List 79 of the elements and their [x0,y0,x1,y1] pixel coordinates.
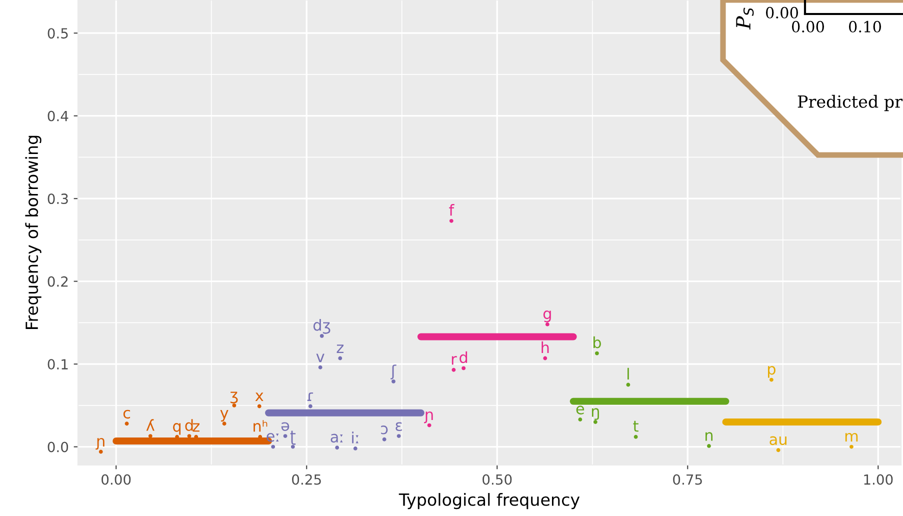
data-label: v [316,354,324,362]
data-label: ʎ [146,419,154,431]
point [257,404,262,408]
data-label: z [336,344,344,354]
y-tick-label: 0.0 [48,442,68,452]
data-label: ɛ [396,422,402,431]
data-label: d [185,419,193,431]
data-label: aː [330,434,343,443]
data-label: ɾ [307,392,314,401]
point [634,434,638,439]
y-tick-label: 0.5 [48,28,68,39]
data-label: q [173,423,181,435]
point [449,218,454,223]
point [594,351,599,356]
data-label: au [770,436,786,446]
data-label: y [220,410,228,422]
x-tick-label: 0.25 [292,474,321,485]
x-axis-title: Typological frequency [398,493,580,510]
data-label: nʰ [254,420,268,432]
data-label: b [593,336,601,348]
data-label: h [542,341,549,354]
y-tick-label: 0.3 [48,194,68,204]
point [452,368,456,372]
data-label: r [452,356,457,365]
point [335,446,340,450]
data-label: ʒ [230,392,238,404]
annotation: P$_{S}$ [736,8,754,30]
data-label: z [192,423,200,432]
annotation: 0.10 [849,20,881,32]
data-label: m [845,432,858,442]
x-tick-label: 0.75 [673,474,702,485]
point [271,444,276,449]
data-label: ʃ [390,364,396,380]
annotation: Predicted pr [798,94,903,112]
point [707,444,711,448]
data-label: ŋ [592,408,599,420]
y-tick-label: 0.1 [48,359,68,370]
data-label: g [543,310,551,322]
point [308,404,312,408]
point [338,356,342,360]
y-tick-label: 0.4 [48,110,68,122]
data-label: d [460,351,468,364]
data-label: x [255,392,264,401]
x-tick-label: 1.00 [864,474,893,485]
data-label: ɲ [96,438,104,450]
point [593,420,598,424]
data-label: l [628,368,629,380]
point [222,422,226,426]
data-label: t [633,420,638,432]
data-label: e [576,406,584,414]
data-label: ɲ [424,411,433,424]
data-label: ʈ [290,430,296,445]
point [543,356,548,360]
y-axis-title: Frequency of borrowing [25,136,42,329]
data-label: n [706,432,713,441]
point [850,444,854,449]
point [353,446,358,450]
data-label: c [123,410,130,419]
data-label: p [768,366,776,378]
data-label: dʒ [313,318,330,334]
point [776,448,780,452]
data-label: ɔ [381,426,388,434]
data-label: eː [266,432,279,442]
annotation: 0.00 [792,20,824,32]
x-tick-label: 0.00 [102,474,131,485]
point [318,365,322,370]
point [396,434,401,438]
data-label: iː [352,432,358,444]
point [283,434,288,438]
data-label: ə [281,422,290,431]
point [578,418,582,422]
data-label: f [449,204,454,216]
annotation: 0.00 [766,6,798,18]
point [382,437,386,442]
x-tick-label: 0.50 [482,474,512,485]
point [626,382,630,387]
y-tick-label: 0.2 [48,276,68,287]
point [462,366,466,370]
point [124,422,129,426]
